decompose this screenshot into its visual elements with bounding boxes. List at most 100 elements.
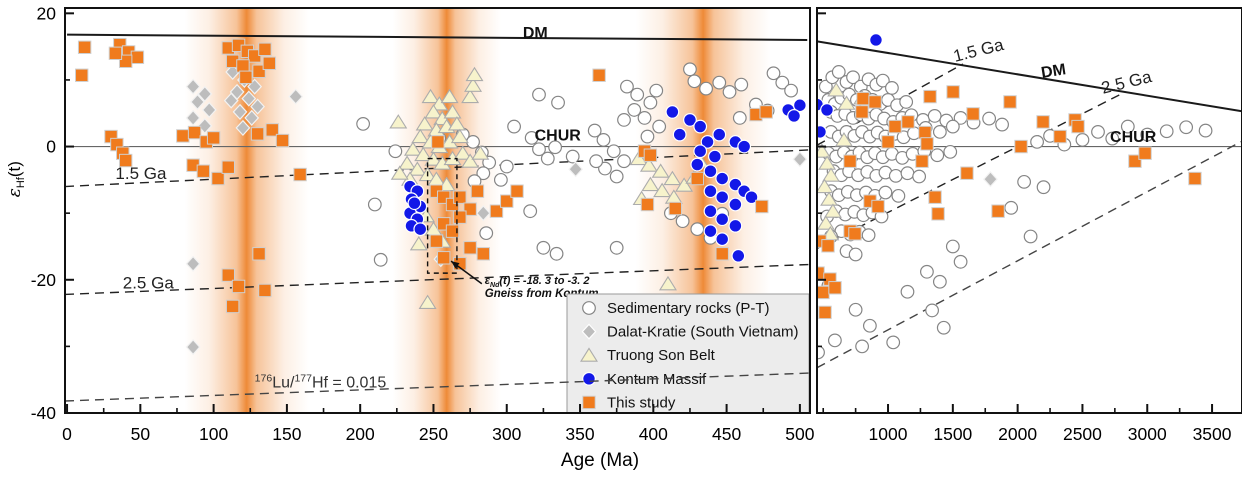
point-sedimentary [587,123,602,138]
point-thisstudy [236,59,250,73]
point-kontum [737,139,752,154]
point-kontum [693,119,708,134]
point-thisstudy [960,166,974,180]
point-sedimentary [649,83,664,98]
point-thisstudy [856,91,870,106]
point-thisstudy [275,133,290,148]
point-thisstudy [437,251,451,265]
point-sedimentary [1075,132,1090,147]
point-sedimentary [620,79,634,94]
point-sedimentary [1198,123,1213,138]
point-thisstudy [476,247,491,261]
legend: Sedimentary rocks (P-T) Dalat-Kratie (Sou… [566,293,810,414]
point-sedimentary [1004,200,1019,215]
point-truongson [450,128,469,144]
point-sedimentary [734,77,749,92]
point-sedimentary [630,87,645,102]
point-sedimentary [499,159,514,174]
point-thisstudy [221,160,235,174]
point-sedimentary [855,339,870,354]
point-sedimentary [900,284,915,299]
point-thisstudy [463,202,477,216]
x-tick-label: 350 [565,424,594,444]
x-tick-label: 3000 [1128,424,1167,444]
point-sedimentary [846,70,860,85]
point-thisstudy [221,268,235,282]
point-truongson [411,128,430,144]
legend-marker-truongson [580,347,598,362]
point-dalat [185,78,201,95]
point-thisstudy [463,241,477,255]
point-sedimentary [899,95,914,109]
point-sedimentary [891,188,906,203]
point-thisstudy [901,115,915,129]
point-thisstudy [453,190,467,204]
point-sedimentary [732,111,747,125]
point-thisstudy [920,137,934,151]
point-sedimentary [683,62,697,77]
point-thisstudy [1036,115,1050,129]
point-sedimentary [927,109,942,123]
point-thisstudy [293,167,307,182]
line-luhf [65,372,810,402]
point-sedimentary [627,103,642,117]
point-thisstudy [510,184,524,198]
y-axis-post: (t) [4,161,24,178]
point-sedimentary [982,111,997,126]
point-sedimentary [930,148,945,163]
panel-right [817,33,1242,369]
annotation-line1: εNd(t) = -18. 3 to -3. 2 [485,275,590,289]
point-truongson [639,157,658,172]
point-thisstudy [500,194,514,208]
x-tick-label: 100 [199,424,228,444]
point-thisstudy [130,50,145,64]
point-sedimentary [687,74,702,89]
point-dalat [235,119,251,136]
point-thisstudy [470,184,485,198]
point-thisstudy [1138,146,1152,160]
point-sedimentary [1179,120,1194,135]
point-thisstudy [453,210,467,224]
point-thisstudy [250,127,265,141]
point-sedimentary [532,87,546,102]
point-sedimentary [367,197,382,212]
point-thisstudy [690,171,704,186]
y-axis-epsilon: ε [4,188,25,198]
point-thisstudy [966,107,980,121]
point-sedimentary [373,252,388,267]
point-thisstudy [946,85,960,99]
point-truongson [820,191,839,206]
point-dalat [197,85,213,103]
point-truongson [818,155,837,170]
point-truongson [443,104,462,119]
point-truongson [447,116,466,131]
point-thisstudy [928,190,942,204]
point-thisstudy [931,207,945,221]
point-kontum [869,33,883,47]
legend-marker-sedimentary [582,301,596,315]
point-sedimentary [1105,131,1120,146]
point-sedimentary [920,264,934,279]
x-axis-title: Age (Ma) [560,450,640,471]
x-tick-label: 50 [131,424,151,444]
point-kontum [792,98,807,113]
point-sedimentary [848,247,863,262]
point-sedimentary [640,129,655,144]
point-kontum [703,184,718,199]
point-sedimentary [953,254,968,269]
panel-left [65,8,810,413]
label-1-5-ga: 1.5 Ga [115,164,167,183]
point-truongson [430,96,449,111]
point-thisstudy [640,197,655,212]
point-kontum [820,103,834,117]
legend-marker-thisstudy [582,395,596,410]
point-thisstudy [1014,139,1028,154]
x-tick-label: 150 [272,424,301,444]
point-kontum [715,232,730,247]
point-sedimentary [523,204,538,219]
point-sedimentary [1120,119,1135,134]
point-thisstudy [206,131,221,145]
point-thisstudy [225,299,240,314]
x-tick-label: 200 [346,424,375,444]
point-sedimentary [589,154,604,169]
